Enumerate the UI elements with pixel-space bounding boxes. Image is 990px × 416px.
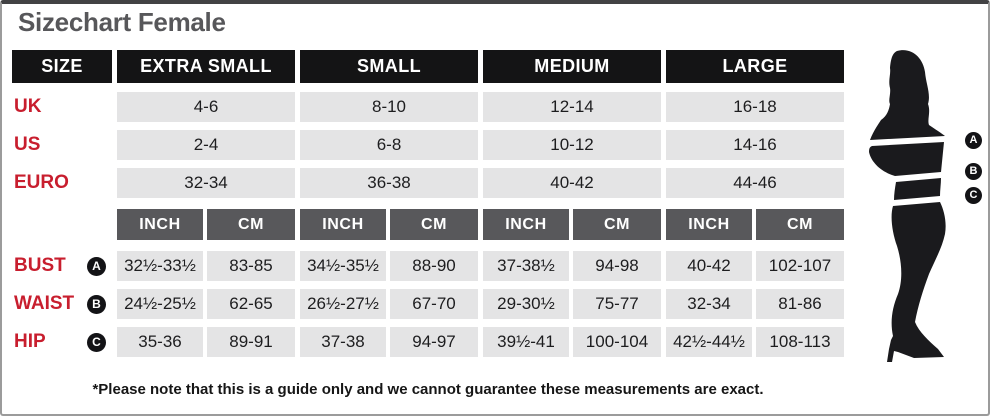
size-value-cell: 44-46 — [666, 168, 844, 198]
hip-group-m: 39½-41 100-104 — [483, 327, 661, 357]
measure-cell: 39½-41 — [483, 327, 569, 357]
measure-cell: 42½-44½ — [666, 327, 752, 357]
size-value-cell: 32-34 — [117, 168, 295, 198]
marker-c-badge: C — [87, 332, 106, 352]
size-value-cell: 10-12 — [483, 130, 661, 160]
unit-header-group: INCH CM — [483, 209, 661, 240]
measure-cell: 37-38 — [300, 327, 386, 357]
row-label-bust: BUST A — [12, 251, 112, 281]
row-hip: HIP C 35-36 89-91 37-38 94-97 39½-41 100… — [12, 327, 844, 357]
measure-cell: 102-107 — [756, 251, 844, 281]
marker-a-badge: A — [87, 256, 106, 276]
row-waist: WAIST B 24½-25½ 62-65 26½-27½ 67-70 29-3… — [12, 289, 844, 319]
figure-marker-c: C — [965, 187, 982, 204]
size-value-cell: 8-10 — [300, 92, 478, 122]
unit-header-cm: CM — [207, 209, 295, 240]
unit-header-cm: CM — [390, 209, 478, 240]
hip-group-xs: 35-36 89-91 — [117, 327, 295, 357]
row-label-euro: EURO — [14, 172, 69, 193]
row-euro: EURO 32-34 36-38 40-42 44-46 — [12, 168, 844, 198]
unit-header-group: INCH CM — [117, 209, 295, 240]
measure-cell: 35-36 — [117, 327, 203, 357]
size-value-cell: 14-16 — [666, 130, 844, 160]
measure-cell: 75-77 — [573, 289, 661, 319]
figure-marker-b: B — [965, 163, 982, 180]
waist-group-m: 29-30½ 75-77 — [483, 289, 661, 319]
header-row: SIZE EXTRA SMALL SMALL MEDIUM LARGE — [12, 50, 844, 83]
waist-group-l: 32-34 81-86 — [666, 289, 844, 319]
measure-cell: 37-38½ — [483, 251, 569, 281]
row-bust: BUST A 32½-33½ 83-85 34½-35½ 88-90 37-38… — [12, 251, 844, 281]
measure-cell: 67-70 — [390, 289, 478, 319]
unit-header-inch: INCH — [117, 209, 203, 240]
size-value-cell: 4-6 — [117, 92, 295, 122]
row-us: US 2-4 6-8 10-12 14-16 — [12, 130, 844, 160]
measure-cell: 34½-35½ — [300, 251, 386, 281]
measure-cell: 26½-27½ — [300, 289, 386, 319]
col-header-large: LARGE — [666, 50, 844, 83]
measure-cell: 100-104 — [573, 327, 661, 357]
col-header-extra-small: EXTRA SMALL — [117, 50, 295, 83]
units-spacer — [12, 209, 112, 240]
size-value-cell: 40-42 — [483, 168, 661, 198]
bust-group-s: 34½-35½ 88-90 — [300, 251, 478, 281]
row-label-hip: HIP C — [12, 327, 112, 357]
col-header-medium: MEDIUM — [483, 50, 661, 83]
female-figure-silhouette — [869, 50, 946, 362]
measure-cell: 88-90 — [390, 251, 478, 281]
row-uk: UK 4-6 8-10 12-14 16-18 — [12, 92, 844, 122]
size-value-cell: 6-8 — [300, 130, 478, 160]
measure-cell: 29-30½ — [483, 289, 569, 319]
size-value-cell: 2-4 — [117, 130, 295, 160]
col-header-size: SIZE — [12, 50, 112, 83]
size-value-cell: 16-18 — [666, 92, 844, 122]
bust-label: BUST — [14, 255, 66, 276]
measure-cell: 94-97 — [390, 327, 478, 357]
unit-header-cm: CM — [756, 209, 844, 240]
measure-cell: 24½-25½ — [117, 289, 203, 319]
unit-header-group: INCH CM — [666, 209, 844, 240]
bust-group-l: 40-42 102-107 — [666, 251, 844, 281]
waist-group-s: 26½-27½ 67-70 — [300, 289, 478, 319]
hip-group-l: 42½-44½ 108-113 — [666, 327, 844, 357]
measure-cell: 89-91 — [207, 327, 295, 357]
measure-cell: 108-113 — [756, 327, 844, 357]
waist-label: WAIST — [14, 293, 75, 314]
hip-label: HIP — [14, 331, 46, 352]
size-value-cell: 36-38 — [300, 168, 478, 198]
unit-header-inch: INCH — [483, 209, 569, 240]
measure-cell: 40-42 — [666, 251, 752, 281]
measure-cell: 94-98 — [573, 251, 661, 281]
measure-cell: 32½-33½ — [117, 251, 203, 281]
hip-group-s: 37-38 94-97 — [300, 327, 478, 357]
size-value-cell: 12-14 — [483, 92, 661, 122]
measure-cell: 32-34 — [666, 289, 752, 319]
unit-header-inch: INCH — [666, 209, 752, 240]
figure-marker-a: A — [965, 132, 982, 149]
footnote: *Please note that this is a guide only a… — [92, 381, 764, 398]
waist-group-xs: 24½-25½ 62-65 — [117, 289, 295, 319]
unit-header-row: INCH CM INCH CM INCH CM INCH CM — [12, 209, 844, 240]
col-header-small: SMALL — [300, 50, 478, 83]
bust-group-m: 37-38½ 94-98 — [483, 251, 661, 281]
row-label-waist: WAIST B — [12, 289, 112, 319]
measure-cell: 62-65 — [207, 289, 295, 319]
unit-header-inch: INCH — [300, 209, 386, 240]
bust-group-xs: 32½-33½ 83-85 — [117, 251, 295, 281]
row-label-uk: UK — [14, 96, 42, 117]
unit-header-group: INCH CM — [300, 209, 478, 240]
unit-header-cm: CM — [573, 209, 661, 240]
page-title: Sizechart Female — [18, 7, 226, 37]
marker-b-badge: B — [87, 294, 106, 314]
row-label-us: US — [14, 134, 41, 155]
measure-cell: 83-85 — [207, 251, 295, 281]
measure-cell: 81-86 — [756, 289, 844, 319]
